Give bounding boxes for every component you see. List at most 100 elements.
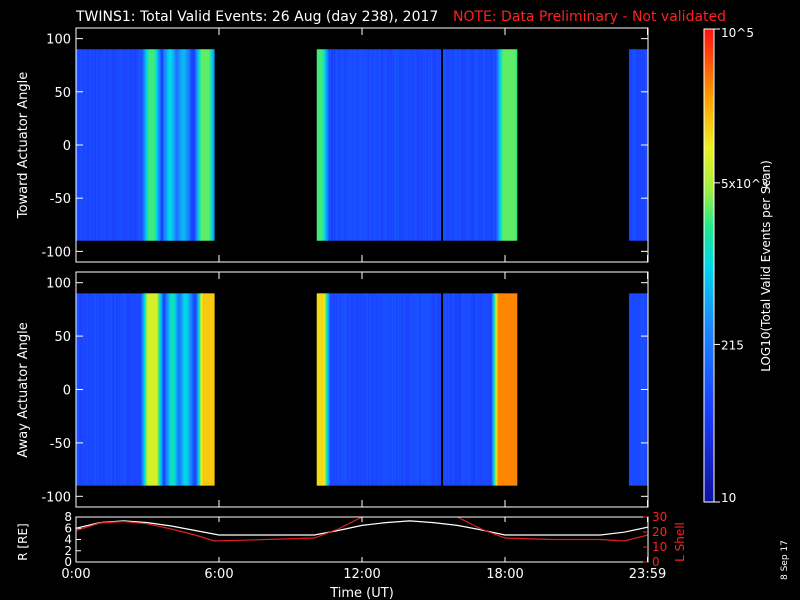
heatmap-column (97, 49, 100, 241)
y-tick-label: 0 (63, 139, 71, 154)
heatmap-column (631, 293, 633, 486)
heatmap-column (105, 293, 108, 486)
heatmap-column (372, 293, 375, 486)
heatmap-column (507, 49, 509, 241)
heatmap-column (465, 49, 468, 241)
heatmap-column (447, 49, 450, 241)
heatmap-column (329, 293, 332, 486)
heatmap-column (639, 49, 642, 241)
heatmap-column (192, 293, 195, 486)
heatmap-column (182, 49, 184, 241)
heatmap-column (514, 49, 517, 241)
heatmap-column (188, 293, 190, 486)
heatmap-column (143, 293, 146, 486)
heatmap-column (328, 293, 331, 486)
heatmap-column (115, 49, 117, 241)
heatmap-column (322, 293, 325, 486)
heatmap-column (364, 293, 366, 486)
heatmap-column (161, 293, 164, 486)
heatmap-column (447, 293, 450, 486)
heatmap-column (506, 49, 508, 241)
heatmap-column (438, 293, 440, 486)
heatmap-column (160, 49, 163, 241)
heatmap-column (158, 49, 160, 241)
heatmap-column (152, 293, 154, 486)
heatmap-column (407, 49, 409, 241)
heatmap-column (479, 293, 482, 486)
heatmap-column (132, 49, 134, 241)
heatmap-column (137, 293, 140, 486)
heatmap-column (96, 293, 98, 486)
heatmap-column (317, 293, 320, 486)
heatmap-column (496, 293, 499, 486)
r-tick-label: 0 (64, 555, 72, 569)
heatmap-column (435, 293, 438, 486)
heatmap-column (85, 293, 88, 486)
heatmap-column (483, 293, 486, 486)
heatmap-column (508, 293, 511, 486)
heatmap-column (631, 49, 633, 241)
heatmap-column (92, 49, 95, 241)
heatmap-column (404, 49, 407, 241)
heatmap-column (423, 293, 426, 486)
heatmap-column (341, 293, 344, 486)
heatmap-column (99, 293, 102, 486)
heatmap-column (414, 293, 417, 486)
heatmap-column (146, 293, 148, 486)
r-tick-label: 4 (64, 533, 72, 547)
heatmap-column (155, 49, 158, 241)
heatmap-column (491, 293, 494, 486)
heatmap-column (489, 293, 492, 486)
heatmap-column (149, 49, 152, 241)
heatmap-column (389, 49, 391, 241)
heatmap-column (178, 293, 181, 486)
heatmap-column (384, 293, 387, 486)
heatmap-column (429, 49, 432, 241)
heatmap-column (382, 49, 384, 241)
heatmap-column (351, 293, 353, 486)
heatmap-column (323, 49, 326, 241)
colorbar: 10 215 5x10^3 10^5 LOG10(Total Valid Events… (703, 26, 773, 505)
heatmap-column (210, 293, 213, 486)
heatmap-column (348, 49, 351, 241)
heatmap-column (371, 49, 374, 241)
heatmap-column (634, 293, 637, 486)
heatmap-column (494, 49, 496, 241)
r-series-line (76, 520, 648, 536)
heatmap-column (179, 49, 182, 241)
heatmap-column (512, 293, 514, 486)
heatmap-column (468, 293, 470, 486)
heatmap-column (448, 49, 451, 241)
heatmap-column (85, 49, 88, 241)
heatmap-column (459, 49, 462, 241)
toward-ylabel: Toward Actuator Angle (16, 72, 31, 219)
heatmap-column (372, 49, 375, 241)
heatmap-column (96, 49, 98, 241)
lshell-tick-label: 10 (652, 540, 667, 554)
heatmap-column (183, 49, 185, 241)
heatmap-column (126, 49, 128, 241)
heatmap-column (195, 293, 197, 486)
heatmap-column (86, 293, 89, 486)
heatmap-column (120, 293, 122, 486)
heatmap-column (394, 49, 396, 241)
heatmap-column (379, 49, 382, 241)
heatmap-column (415, 293, 418, 486)
heatmap-column (444, 49, 446, 241)
heatmap-column (416, 49, 419, 241)
heatmap-column (478, 293, 481, 486)
heatmap-column (209, 293, 212, 486)
heatmap-column (108, 49, 110, 241)
heatmap-column (458, 293, 461, 486)
heatmap-column (408, 293, 411, 486)
heatmap-column (98, 293, 101, 486)
heatmap-column (391, 293, 394, 486)
heatmap-column (129, 293, 132, 486)
heatmap-column (369, 293, 371, 486)
heatmap-column (153, 293, 156, 486)
heatmap-column (459, 293, 462, 486)
heatmap-column (338, 293, 340, 486)
heatmap-column (437, 49, 439, 241)
heatmap-column (143, 49, 146, 241)
